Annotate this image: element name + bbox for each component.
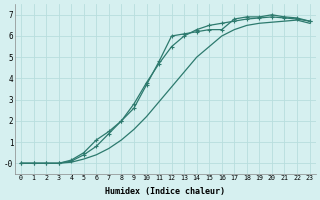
X-axis label: Humidex (Indice chaleur): Humidex (Indice chaleur) <box>105 187 225 196</box>
